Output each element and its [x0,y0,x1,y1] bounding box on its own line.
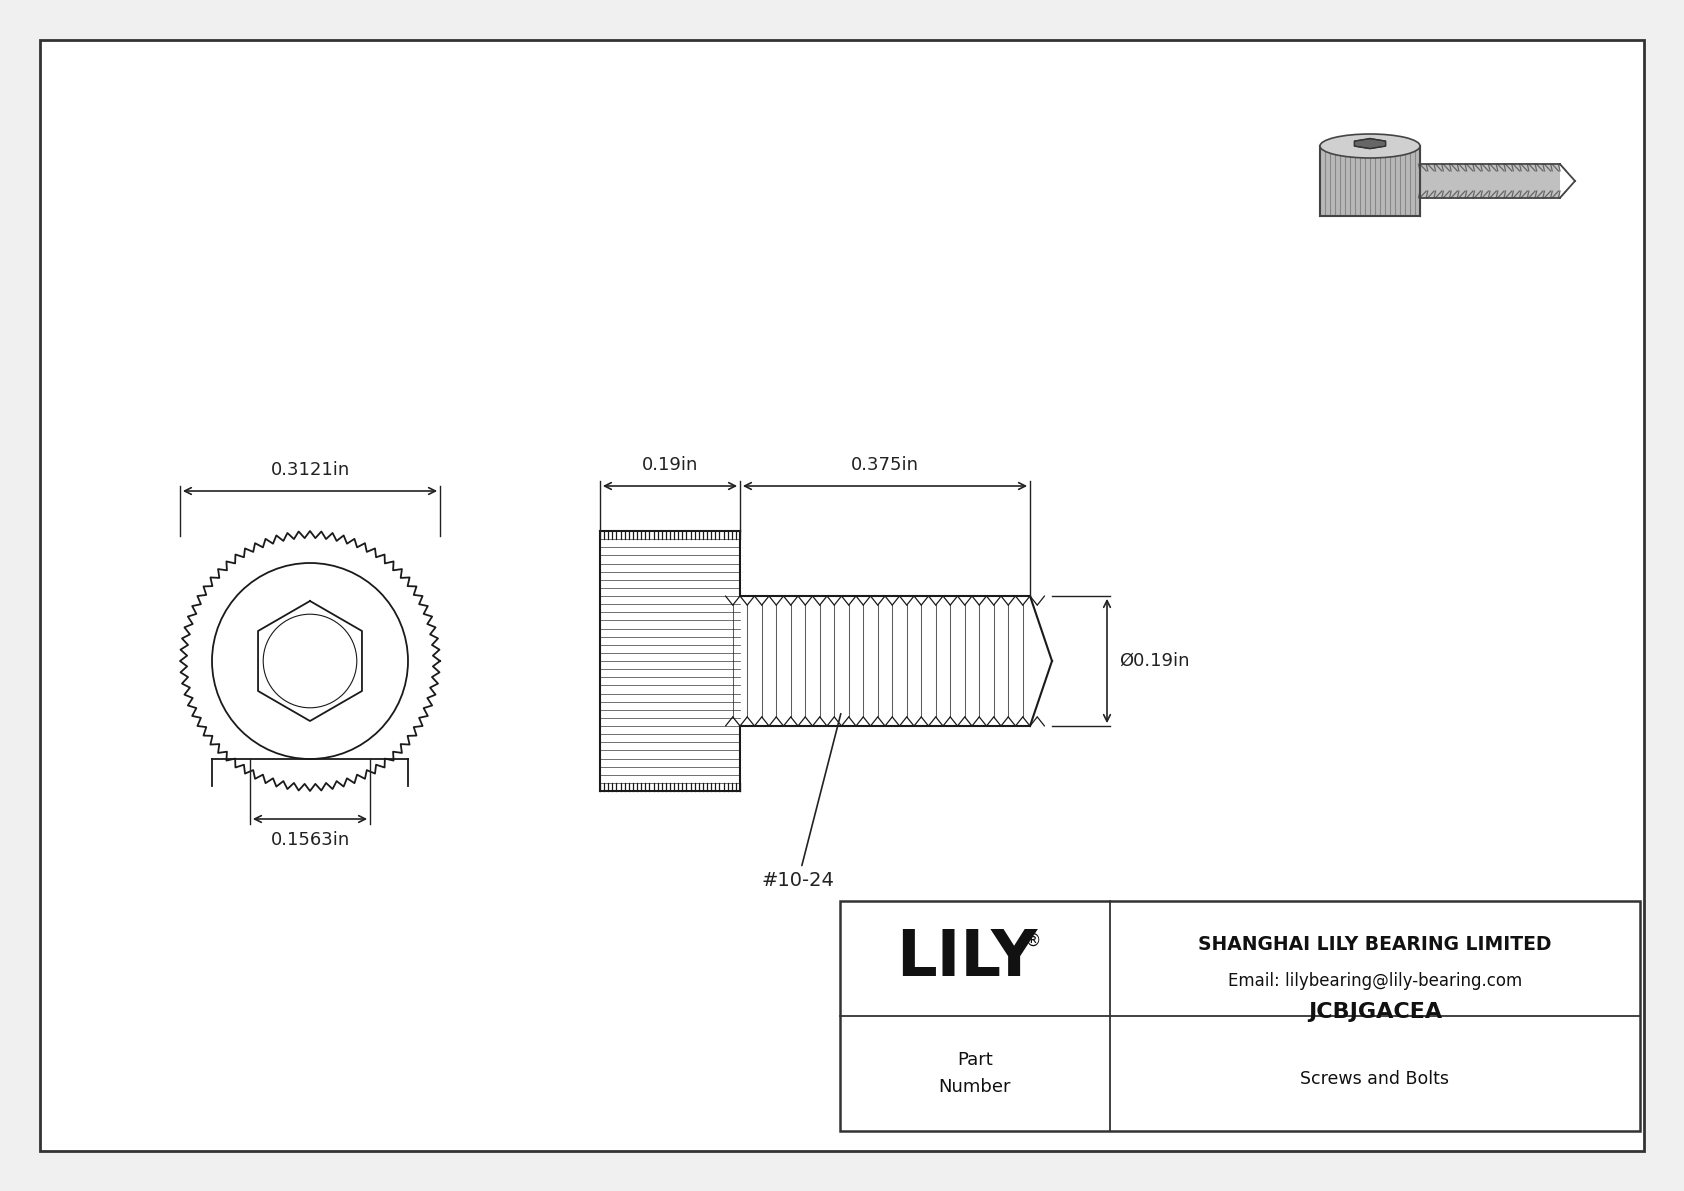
Text: JCBJGACEA: JCBJGACEA [1308,1002,1442,1022]
Bar [1420,164,1559,198]
Bar [1320,146,1420,216]
Text: LILY: LILY [896,928,1037,990]
Text: Ø0.19in: Ø0.19in [1118,651,1189,671]
Bar [840,902,1640,1131]
Text: ®: ® [1026,931,1041,949]
Text: 0.1563in: 0.1563in [271,831,350,849]
Text: 0.19in: 0.19in [642,456,699,474]
Polygon shape [1354,138,1386,149]
Text: Email: lilybearing@lily-bearing.com: Email: lilybearing@lily-bearing.com [1228,973,1522,991]
Text: 0.375in: 0.375in [850,456,919,474]
Text: #10-24: #10-24 [761,713,840,890]
Text: 0.3121in: 0.3121in [271,461,350,479]
Text: Part
Number: Part Number [938,1052,1012,1096]
Ellipse shape [1320,135,1420,158]
Text: Screws and Bolts: Screws and Bolts [1300,1070,1450,1087]
Text: SHANGHAI LILY BEARING LIMITED: SHANGHAI LILY BEARING LIMITED [1199,935,1551,954]
